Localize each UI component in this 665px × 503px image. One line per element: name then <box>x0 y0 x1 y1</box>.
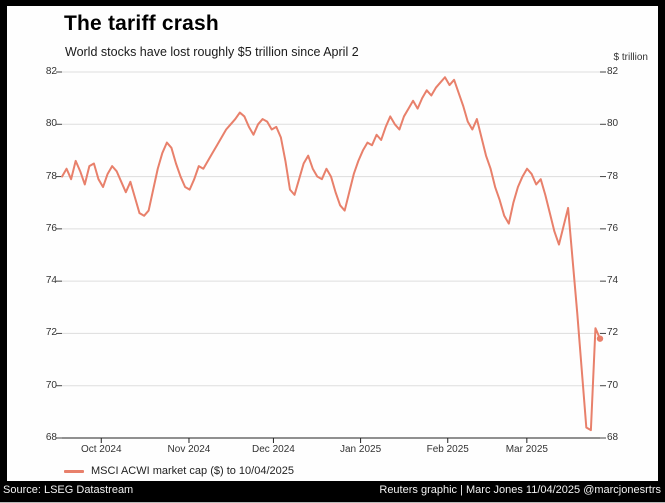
x-tick-label: Mar 2025 <box>505 444 548 455</box>
source-attribution: Source: LSEG Datastream <box>3 484 134 496</box>
chart-title: The tariff crash <box>64 12 219 35</box>
y-tick-label: 80 <box>45 118 57 130</box>
y-tick-label: 76 <box>607 222 619 234</box>
chart-plot <box>56 71 606 443</box>
y-tick-label: 68 <box>45 432 57 443</box>
y-tick-label: 82 <box>607 66 619 77</box>
y-tick-label: 82 <box>45 66 57 77</box>
chart-subtitle: World stocks have lost roughly $5 trilli… <box>65 45 359 59</box>
x-tick-label: Dec 2024 <box>252 444 295 455</box>
x-tick-label: Feb 2025 <box>426 444 469 455</box>
y-tick-label: 76 <box>45 222 57 234</box>
y-tick-label: 78 <box>45 170 57 182</box>
y-tick-label: 72 <box>45 327 57 339</box>
x-tick-label: Jan 2025 <box>340 444 382 455</box>
y-tick-label: 80 <box>607 118 619 130</box>
y-tick-label: 74 <box>607 275 619 287</box>
legend-label: MSCI ACWI market cap ($) to 10/04/2025 <box>91 465 294 477</box>
y-tick-label: 70 <box>607 379 619 391</box>
credit-attribution: Reuters graphic | Marc Jones 11/04/2025 … <box>379 484 661 496</box>
y-tick-label: 68 <box>607 432 619 443</box>
y-axis-unit-label: $ trillion <box>613 52 648 63</box>
y-tick-label: 72 <box>607 327 619 339</box>
chart-legend: MSCI ACWI market cap ($) to 10/04/2025 <box>64 463 294 479</box>
x-tick-label: Nov 2024 <box>167 444 211 455</box>
y-tick-label: 70 <box>45 379 57 391</box>
legend-line-swatch <box>64 469 84 473</box>
y-tick-label: 78 <box>607 170 619 182</box>
x-tick-label: Oct 2024 <box>80 444 122 455</box>
y-tick-label: 74 <box>45 275 57 287</box>
chart-panel: The tariff crash World stocks have lost … <box>7 6 658 481</box>
